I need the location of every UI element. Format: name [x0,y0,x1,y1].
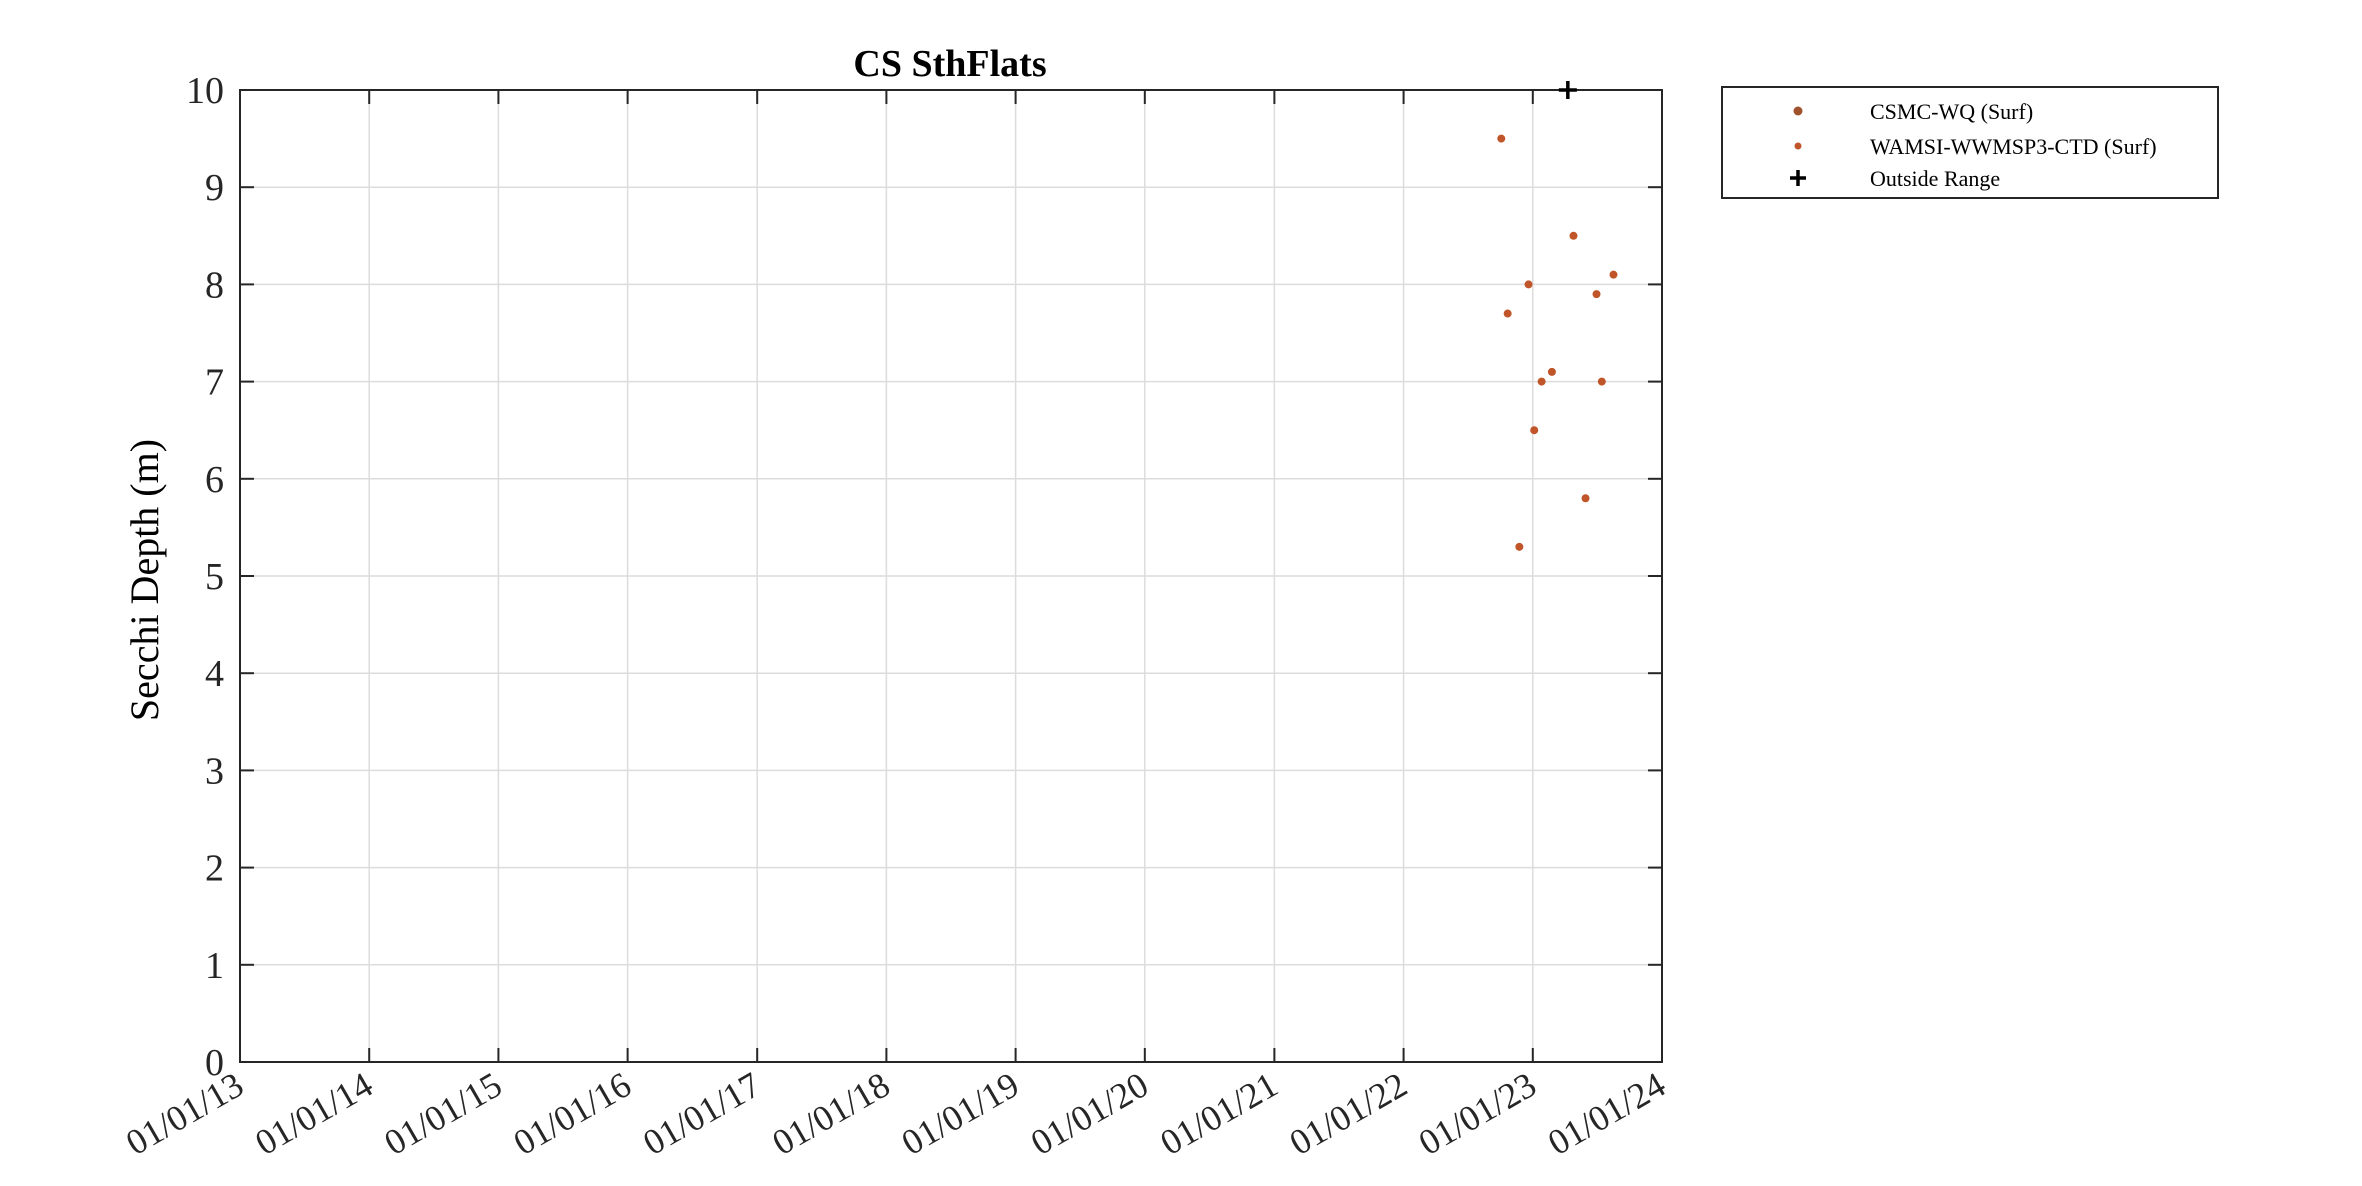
data-point [1503,309,1512,318]
y-tick-label: 7 [205,362,224,404]
data-point [1592,290,1601,299]
data-point [1524,280,1533,289]
legend: CSMC-WQ (Surf) WAMSI-WWMSP3-CTD (Surf) Out… [1721,86,2219,199]
y-axis-label: Secchi Depth (m) [122,439,167,721]
y-tick-label: 2 [205,848,224,890]
data-point [1609,270,1618,279]
y-tick-label: 6 [205,459,224,501]
legend-dot-icon [1793,106,1803,116]
data-point [1537,377,1546,386]
legend-label: Outside Range [1870,166,2000,191]
y-tick-label: 9 [205,167,224,209]
legend-label: CSMC-WQ (Surf) [1870,99,2033,124]
data-point [1515,542,1524,551]
data-point [1569,231,1578,240]
chart-title: CS SthFlats [853,43,1046,85]
y-tick-label: 4 [205,653,224,695]
data-point [1581,494,1590,503]
legend-dot-icon [1794,142,1802,150]
data-point [1530,426,1539,435]
y-tick-label: 8 [205,264,224,306]
y-tick-label: 0 [205,1042,224,1084]
y-tick-label: 1 [205,945,224,987]
y-tick-label: 10 [186,70,224,112]
data-point [1547,367,1556,376]
data-marks [1497,81,1618,551]
plot-area-border [239,89,1663,1063]
data-point [1497,134,1506,143]
y-tick-label: 3 [205,750,224,792]
data-point [1597,377,1606,386]
y-tick-label: 5 [205,556,224,598]
legend-label: WAMSI-WWMSP3-CTD (Surf) [1870,134,2157,159]
